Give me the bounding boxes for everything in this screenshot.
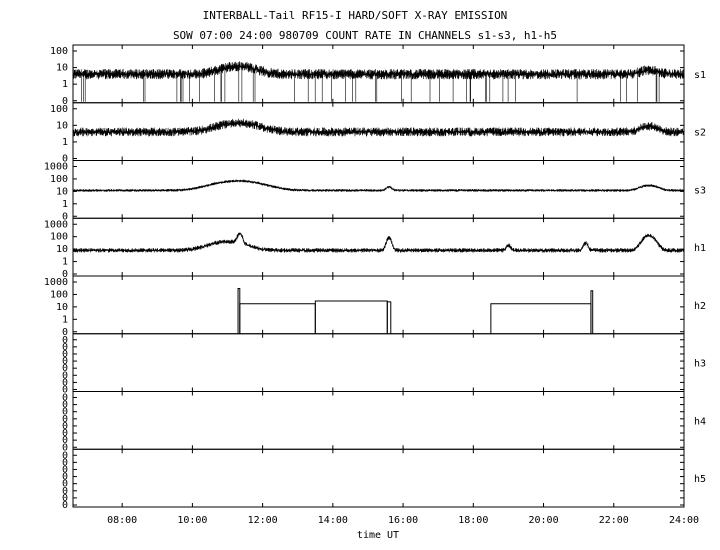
y-tick-label: 100: [50, 104, 68, 115]
y-tick-label: 0: [62, 363, 68, 374]
y-tick-label: 100: [50, 232, 68, 243]
x-tick-label: 20:00: [528, 515, 558, 526]
panel-frame: [72, 217, 685, 277]
series-segment: [386, 301, 392, 334]
y-tick-label: 1000: [44, 277, 68, 288]
x-axis-label: time UT: [357, 530, 399, 541]
y-tick-label: 1: [62, 137, 68, 148]
y-tick-label: 10: [56, 186, 68, 197]
x-tick-label: 12:00: [248, 515, 278, 526]
y-tick-label: 0: [62, 435, 68, 446]
chart-subtitle: SOW 07:00 24:00 980709 COUNT RATE IN CHA…: [173, 29, 557, 42]
y-tick-label: 1000: [44, 219, 68, 230]
y-tick-label: 0: [62, 493, 68, 504]
y-tick-label: 0: [62, 407, 68, 418]
y-tick-label: 0: [62, 450, 68, 461]
y-tick-label: 0: [62, 486, 68, 497]
series-segment: [239, 303, 316, 334]
y-tick-label: 0: [62, 377, 68, 388]
panel-frame: [72, 333, 685, 392]
y-tick-label: 0: [62, 211, 68, 222]
x-tick-label: 22:00: [599, 515, 629, 526]
x-tick-label: 14:00: [318, 515, 348, 526]
series-segment: [490, 303, 592, 334]
y-tick-label: 0: [62, 428, 68, 439]
y-tick-label: 100: [50, 289, 68, 300]
y-tick-label: 0: [62, 370, 68, 381]
chart-title: INTERBALL-Tail RF15-I HARD/SOFT X-RAY EM…: [203, 9, 508, 22]
panel-label-h5: h5: [694, 474, 706, 485]
y-tick-label: 10: [56, 120, 68, 131]
panel-frame: [72, 391, 685, 450]
series-s2: [72, 118, 685, 137]
panel-label-s1: s1: [694, 70, 706, 81]
y-tick-label: 100: [50, 46, 68, 57]
y-tick-label: 0: [62, 385, 68, 396]
panel-label-h3: h3: [694, 359, 706, 370]
series-h1: [72, 232, 685, 253]
panels-group: s11001010s21001010s310001001010h11000100…: [44, 44, 706, 511]
y-tick-label: 0: [62, 342, 68, 353]
x-tick-label: 18:00: [458, 515, 488, 526]
y-tick-label: 0: [62, 421, 68, 432]
panel-label-h2: h2: [694, 301, 706, 312]
y-tick-label: 10: [56, 302, 68, 313]
x-tick-label: 24:00: [669, 515, 699, 526]
y-tick-label: 0: [62, 414, 68, 425]
panel-frame: [72, 160, 685, 219]
x-tick-label: 08:00: [107, 515, 137, 526]
y-tick-label: 1: [62, 314, 68, 325]
y-tick-label: 0: [62, 457, 68, 468]
y-tick-label: 0: [62, 349, 68, 360]
y-tick-label: 1: [62, 79, 68, 90]
y-tick-label: 1: [62, 199, 68, 210]
series-segment: [590, 290, 594, 334]
y-tick-label: 0: [62, 393, 68, 404]
x-axis: 08:00 10:00 12:00 14:00 16:00 18:00 20:00 22:00…: [107, 515, 699, 526]
y-tick-label: 0: [62, 479, 68, 490]
panel-label-h1: h1: [694, 243, 706, 254]
y-tick-label: 0: [62, 472, 68, 483]
y-tick-label: 0: [62, 335, 68, 346]
x-tick-label: 16:00: [388, 515, 418, 526]
y-tick-label: 1: [62, 257, 68, 268]
panel-frame: [72, 448, 685, 508]
y-tick-label: 0: [62, 154, 68, 165]
series-s1: [72, 61, 685, 102]
y-tick-label: 0: [62, 400, 68, 411]
y-tick-label: 0: [62, 500, 68, 511]
y-tick-label: 100: [50, 174, 68, 185]
y-tick-label: 0: [62, 442, 68, 453]
y-tick-label: 0: [62, 464, 68, 475]
y-tick-label: 0: [62, 356, 68, 367]
panel-label-s3: s3: [694, 185, 706, 196]
y-tick-label: 1000: [44, 162, 68, 173]
panel-label-h4: h4: [694, 416, 706, 427]
y-tick-label: 10: [56, 63, 68, 74]
y-tick-label: 0: [62, 96, 68, 107]
y-tick-label: 0: [62, 327, 68, 338]
x-tick-label: 10:00: [177, 515, 207, 526]
series-h2: [237, 288, 594, 334]
y-tick-label: 0: [62, 269, 68, 280]
panel-label-s2: s2: [694, 128, 706, 139]
y-tick-label: 10: [56, 244, 68, 255]
series-s3: [72, 179, 685, 193]
series-segment: [314, 300, 388, 334]
